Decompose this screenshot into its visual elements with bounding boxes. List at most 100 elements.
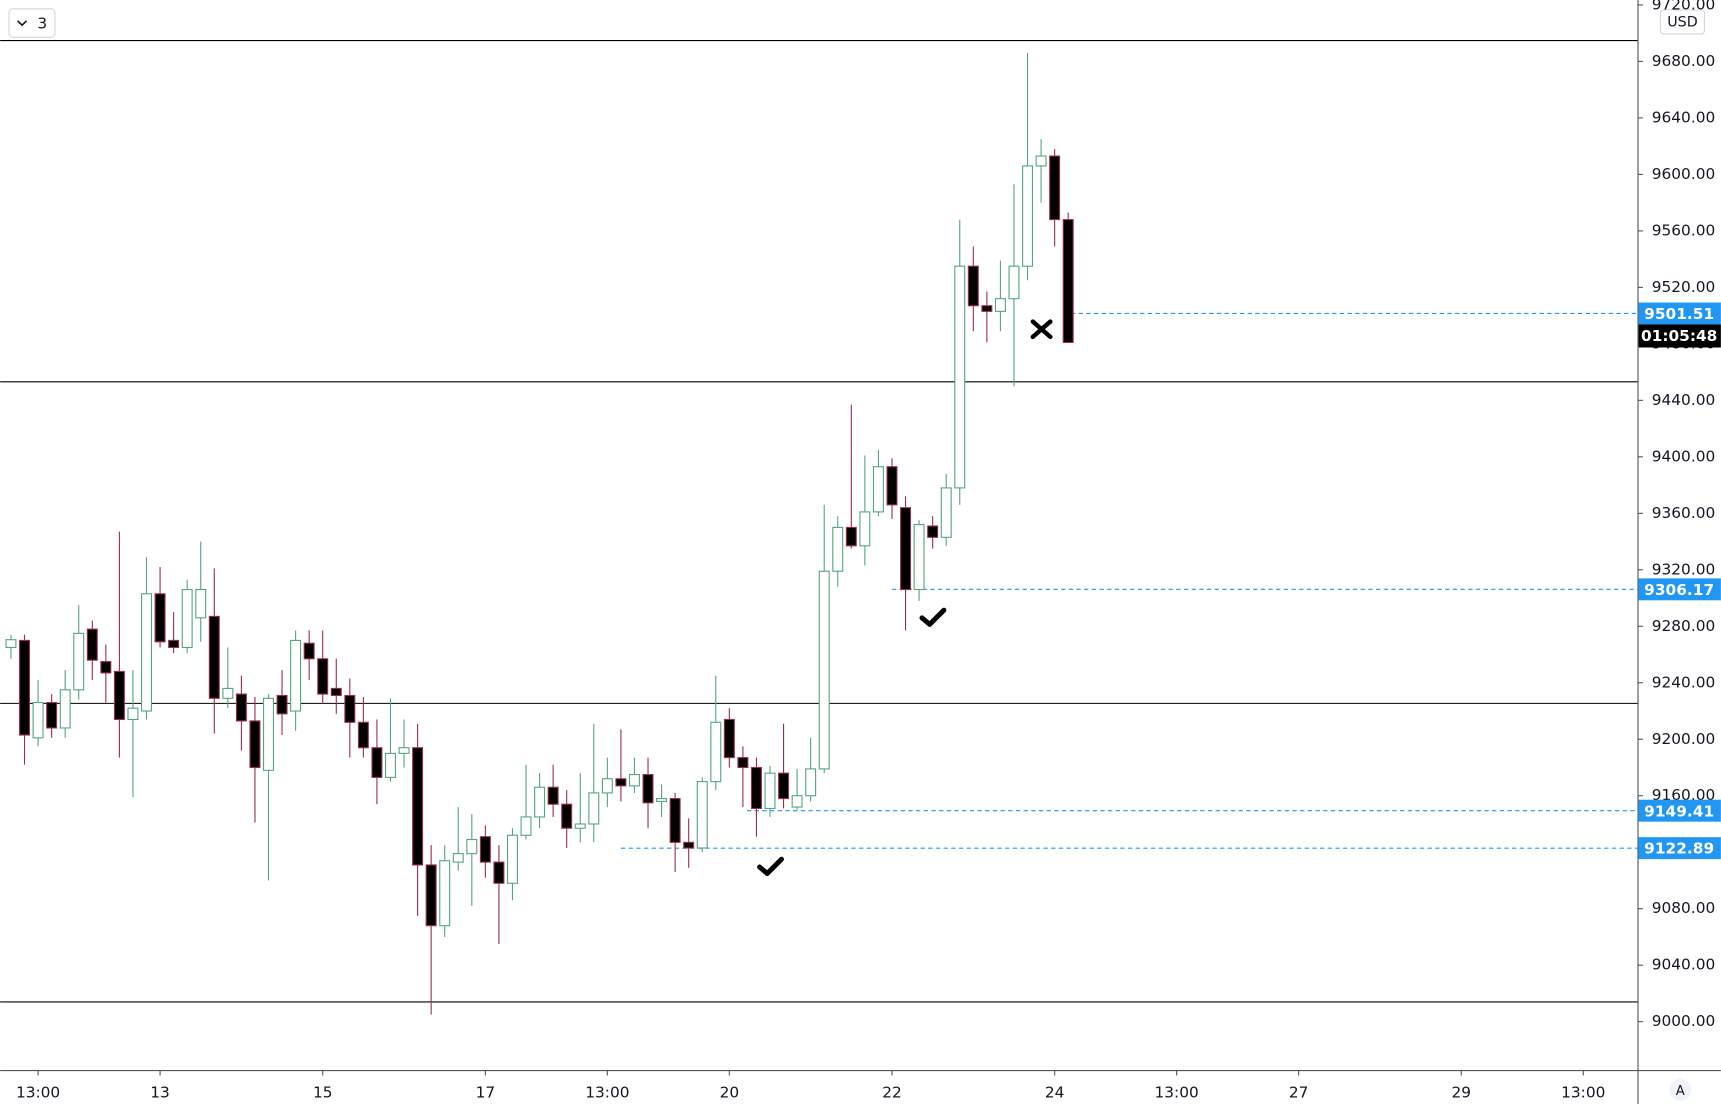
candle-body <box>1008 265 1020 300</box>
candle-body <box>778 772 790 800</box>
candle-body <box>73 632 85 691</box>
candle-body <box>574 823 586 829</box>
candle-body <box>1022 165 1034 267</box>
interval-label[interactable]: 3 <box>37 15 47 33</box>
y-tick-label: 9280.00 <box>1652 617 1716 635</box>
candle-body <box>927 525 939 538</box>
candle-body <box>86 628 98 661</box>
price-tag <box>1638 578 1721 601</box>
x-tick-label: 13:00 <box>1154 1084 1198 1102</box>
candle-body <box>818 570 830 770</box>
check-marker <box>757 856 784 877</box>
candle-body <box>412 747 424 866</box>
candle-body <box>127 707 139 721</box>
price-tag <box>1638 837 1721 860</box>
candle-body <box>750 766 762 810</box>
candle-body <box>222 687 234 699</box>
candle-body <box>19 639 31 736</box>
candle-body <box>886 466 898 506</box>
y-tick-label: 9360.00 <box>1652 504 1716 522</box>
candle-body <box>615 778 627 787</box>
y-tick-label: 9320.00 <box>1652 560 1716 578</box>
candle-body <box>398 747 410 754</box>
candle-body <box>168 639 180 649</box>
scale-label[interactable]: A <box>1676 1084 1685 1099</box>
candle-body <box>493 861 505 884</box>
candle-body <box>208 615 220 699</box>
candle-body <box>588 792 600 825</box>
candle-body <box>534 786 546 818</box>
candle-body <box>872 466 884 513</box>
x-tick-label: 17 <box>476 1084 496 1102</box>
candle-body <box>357 721 369 749</box>
candle-body <box>466 838 478 855</box>
candle-body <box>737 757 749 769</box>
candle-body <box>46 701 58 729</box>
x-tick-label: 24 <box>1045 1084 1065 1102</box>
x-tick-label: 15 <box>313 1084 333 1102</box>
candle-body <box>859 511 871 547</box>
candle-body <box>683 841 695 849</box>
countdown-tag <box>1638 324 1721 348</box>
candle-body <box>452 853 464 863</box>
candle-body <box>520 816 532 836</box>
candle-body <box>832 526 844 572</box>
price-tag-label: 9501.51 <box>1644 305 1714 323</box>
candle-body <box>506 834 518 884</box>
x-tick-label: 13:00 <box>16 1084 60 1102</box>
chevron-icon[interactable] <box>17 20 28 27</box>
candle-body <box>696 781 708 849</box>
price-tag <box>1638 302 1721 325</box>
candle-body <box>954 265 966 489</box>
candle-body <box>371 747 383 778</box>
y-tick-label: 9640.00 <box>1652 108 1716 126</box>
y-tick-label: 9040.00 <box>1652 956 1716 974</box>
price-tag <box>1638 799 1721 822</box>
y-tick-label: 9520.00 <box>1652 278 1716 296</box>
countdown-label: 01:05:48 <box>1641 327 1717 345</box>
currency-button[interactable]: USD <box>1659 9 1705 35</box>
check-marker <box>919 607 947 627</box>
y-tick-label: 9000.00 <box>1652 1012 1716 1030</box>
candle-body <box>981 305 993 312</box>
price-tag-label: 9122.89 <box>1644 840 1714 858</box>
candle-body <box>249 720 261 769</box>
candle-body <box>845 526 857 547</box>
price-tag-label: 9149.41 <box>1644 802 1714 820</box>
button-frame[interactable] <box>8 8 56 38</box>
candle-body <box>384 752 396 778</box>
candle-body <box>235 693 247 722</box>
candle-body <box>940 487 952 538</box>
x-tick-label: 20 <box>720 1084 740 1102</box>
scale-button[interactable]: A <box>1669 1078 1692 1101</box>
scale-circle[interactable] <box>1669 1078 1692 1101</box>
currency-label[interactable]: USD <box>1667 14 1697 30</box>
y-tick-label: 9600.00 <box>1652 165 1716 183</box>
candle-body <box>1035 155 1047 167</box>
candle-body <box>100 661 112 674</box>
candle-body <box>317 658 329 695</box>
candle-body <box>547 786 559 805</box>
candle-body <box>805 768 817 797</box>
x-tick-label: 13 <box>150 1084 170 1102</box>
x-tick-label: 29 <box>1451 1084 1471 1102</box>
candle-body <box>669 798 681 843</box>
interval-button[interactable]: 3 <box>8 8 56 38</box>
y-tick-label: 9080.00 <box>1652 899 1716 917</box>
candle-body <box>1049 155 1061 221</box>
y-tick-label: 9400.00 <box>1652 447 1716 465</box>
x-tick-label: 27 <box>1289 1084 1309 1102</box>
candle-body <box>195 589 207 619</box>
candle-body <box>764 772 776 810</box>
candle-body <box>656 798 668 802</box>
candle-body <box>642 774 654 804</box>
x-tick-label: 13:00 <box>1561 1084 1605 1102</box>
candle-body <box>900 507 912 591</box>
candle-body <box>263 697 274 771</box>
candle-body <box>303 642 315 660</box>
currency-frame[interactable] <box>1659 9 1705 35</box>
candle-body <box>5 639 17 649</box>
candle-body <box>561 803 573 829</box>
price-tag-label: 9306.17 <box>1644 581 1714 599</box>
